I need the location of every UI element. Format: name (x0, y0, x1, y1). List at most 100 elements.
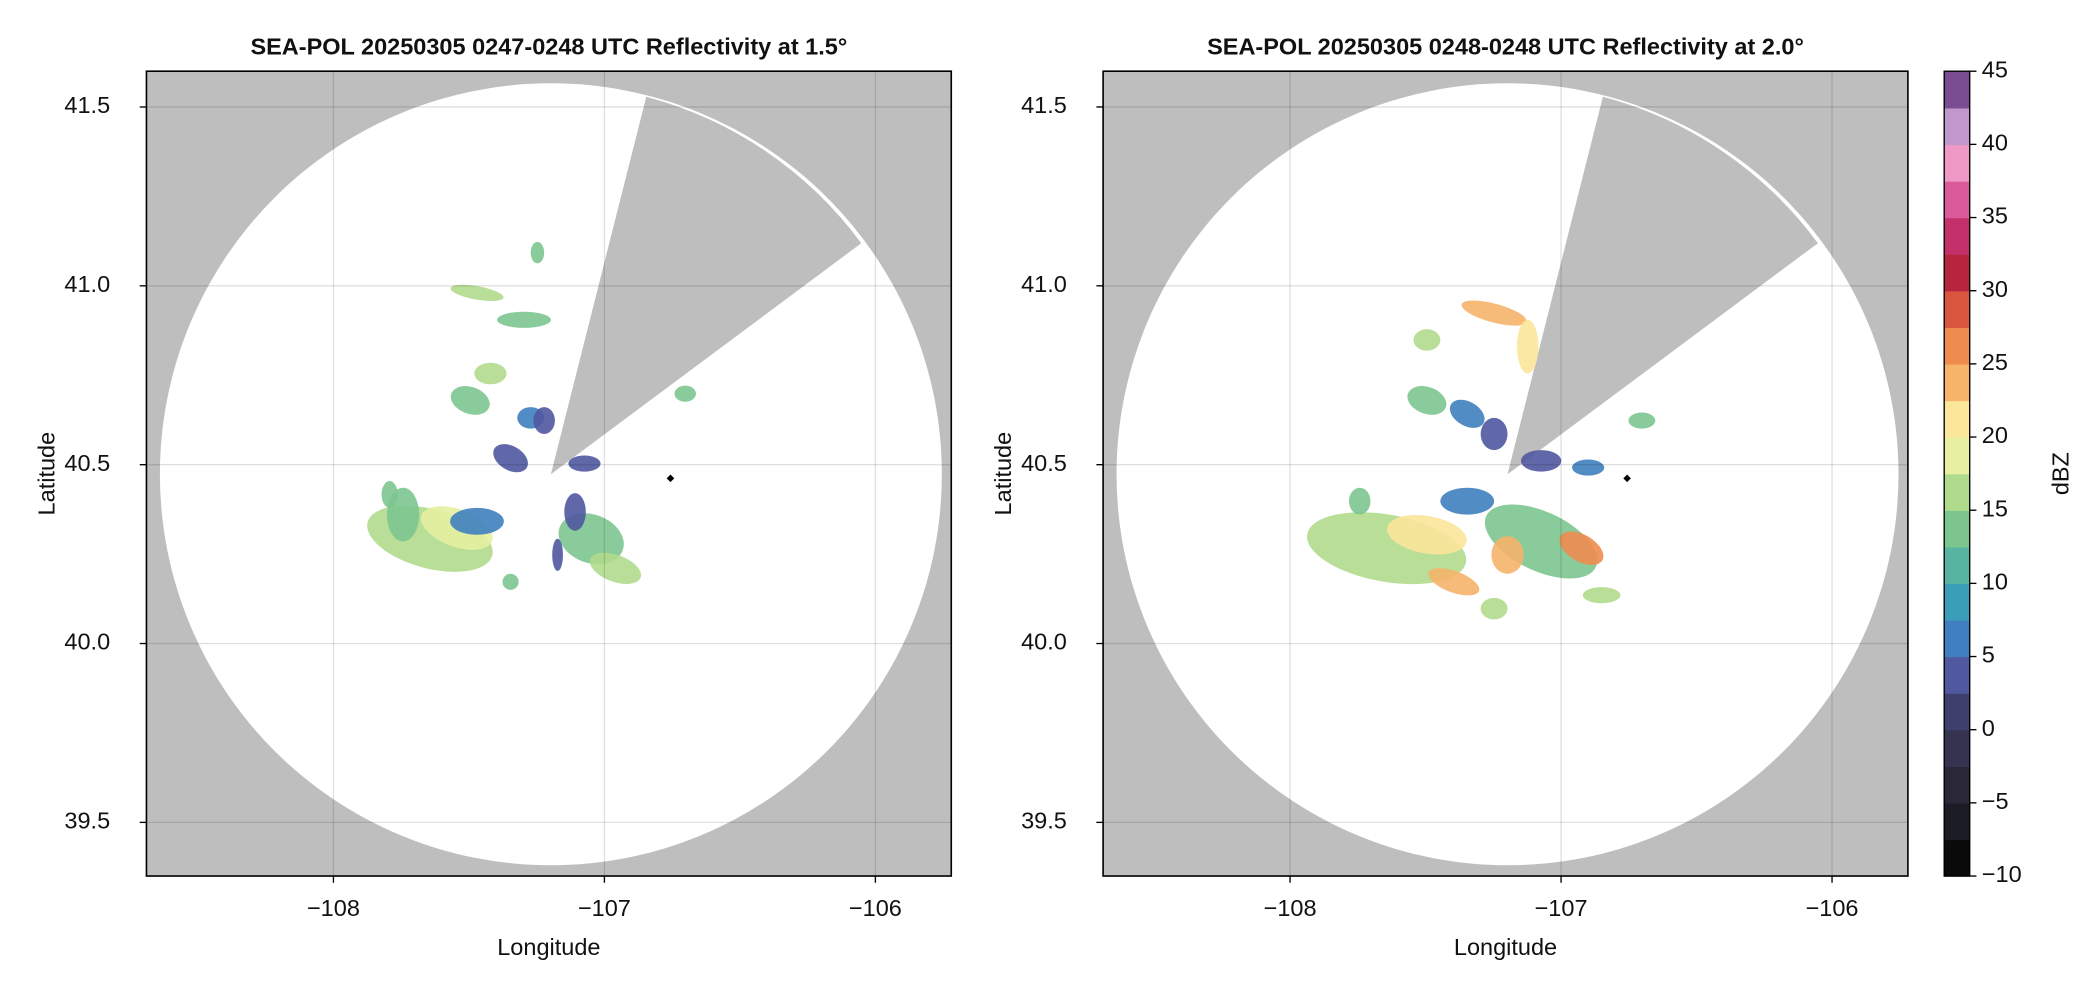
radar-echo (1440, 487, 1495, 515)
radar-echo (450, 507, 504, 535)
colorbar-tick-label: 35 (1982, 203, 2008, 229)
colorbar-segment (1944, 729, 1970, 767)
y-tick-label: 41.0 (1021, 271, 1067, 297)
x-tick-label: −106 (849, 895, 902, 921)
radar-echo (474, 362, 507, 385)
colorbar-segment (1944, 400, 1970, 438)
colorbar-tick-label: 30 (1982, 276, 2008, 302)
radar-echo (1407, 386, 1447, 415)
colorbar-segment (1944, 144, 1970, 182)
x-axis-label: Longitude (1454, 934, 1557, 960)
radar-echo (1480, 597, 1508, 620)
colorbar-tick-label: 5 (1982, 642, 1995, 668)
colorbar-segment (1944, 180, 1970, 219)
panel: −108 −107 −106 39.5 40.0 40.5 41.0 41.5 SEA-POL … (34, 34, 953, 960)
x-tick-label: −107 (1535, 895, 1588, 921)
colorbar-segment (1944, 71, 1970, 109)
radar-echo (1428, 568, 1480, 596)
radar-echo (450, 284, 504, 302)
radar-echo (1491, 536, 1524, 574)
colorbar-segment (1944, 802, 1970, 841)
colorbar-segment (1944, 327, 1970, 365)
radar-echo (381, 481, 398, 508)
colorbar-segment (1944, 583, 1970, 621)
y-axis-label: Latitude (34, 432, 60, 516)
axes-frame (145, 70, 953, 877)
colorbar-tick-label: 10 (1982, 569, 2008, 595)
radar-echo (502, 573, 519, 590)
y-tick-label: 41.5 (64, 92, 110, 118)
x-tick-label: −106 (1806, 895, 1859, 921)
radar-echo (1559, 531, 1604, 565)
colorbar-tick-label: 20 (1982, 422, 2008, 448)
chart-title: SEA-POL 20250305 0247-0248 UTC Reflectiv… (250, 34, 847, 60)
colorbar-segment (1944, 363, 1970, 402)
y-tick-label: 40.0 (64, 629, 110, 655)
colorbar-segment (1944, 437, 1970, 475)
radar-echo (564, 493, 586, 531)
colorbar-segment (1944, 290, 1970, 328)
radar-echo (552, 538, 563, 572)
colorbar-frame (1943, 70, 1971, 877)
radar-echo (1572, 459, 1605, 476)
colorbar-tick-label: 0 (1982, 715, 1995, 741)
colorbar-tick-label: 25 (1982, 349, 2008, 375)
radar-echo (1628, 412, 1656, 429)
colorbar-tick-label: 45 (1982, 56, 2008, 82)
y-tick-label: 41.0 (64, 271, 110, 297)
colorbar-tick-label: −5 (1982, 788, 2009, 814)
colorbar-segment (1944, 107, 1970, 146)
colorbar-tick-label: 40 (1982, 130, 2008, 156)
radar-echo (1520, 450, 1562, 472)
radar-echo (493, 444, 528, 473)
colorbar-segment (1944, 510, 1970, 548)
radar-echo (1480, 417, 1508, 451)
colorbar-segment (1944, 839, 1970, 877)
radar-echo (1387, 514, 1467, 555)
radar-site-marker (1623, 474, 1631, 483)
colorbar-label: dBZ (2048, 452, 2074, 495)
radar-echo (533, 407, 555, 434)
y-tick-label: 40.5 (64, 450, 110, 476)
y-tick-label: 39.5 (1021, 808, 1067, 834)
colorbar-segment (1944, 693, 1970, 731)
radar-echo (1461, 300, 1527, 326)
radar-echo (497, 311, 551, 328)
panel: −108 −107 −106 39.5 40.0 40.5 41.0 41.5 SEA-POL … (990, 34, 1909, 960)
radar-echo (1348, 487, 1371, 515)
radar-echo (568, 455, 601, 472)
colorbar-segment (1944, 619, 1970, 658)
x-tick-label: −108 (1264, 895, 1317, 921)
blocked-sector (1507, 96, 1818, 475)
colorbar-segment (1944, 254, 1970, 292)
radar-echo (450, 386, 490, 415)
radar-echo (674, 385, 696, 402)
colorbar-segment (1944, 656, 1970, 694)
radar-echo (589, 552, 642, 584)
y-tick-label: 40.5 (1021, 450, 1067, 476)
chart-title: SEA-POL 20250305 0248-0248 UTC Reflectiv… (1207, 34, 1804, 60)
radar-echo (1449, 399, 1485, 428)
x-tick-label: −107 (578, 895, 631, 921)
colorbar-segment (1944, 217, 1970, 255)
colorbar-tick-label: −10 (1982, 861, 2022, 887)
y-tick-label: 39.5 (64, 808, 110, 834)
radar-echo (1582, 587, 1621, 604)
colorbar-segment (1944, 546, 1970, 585)
y-tick-label: 40.0 (1021, 629, 1067, 655)
y-axis-label: Latitude (990, 432, 1016, 516)
colorbar-segment (1944, 766, 1970, 804)
radar-site-marker (666, 474, 675, 483)
x-axis-label: Longitude (497, 934, 600, 960)
radar-echo (1413, 329, 1441, 351)
plot-root: −108 −107 −106 39.5 40.0 40.5 41.0 41.5 SEA-POL … (34, 34, 2074, 960)
y-tick-label: 41.5 (1021, 92, 1067, 118)
radar-echo (1484, 504, 1598, 579)
blocked-sector (550, 96, 862, 475)
radar-echo (530, 241, 545, 264)
axes-frame (1102, 70, 1909, 877)
radar-echo (1516, 319, 1539, 374)
colorbar-segment (1944, 473, 1970, 511)
